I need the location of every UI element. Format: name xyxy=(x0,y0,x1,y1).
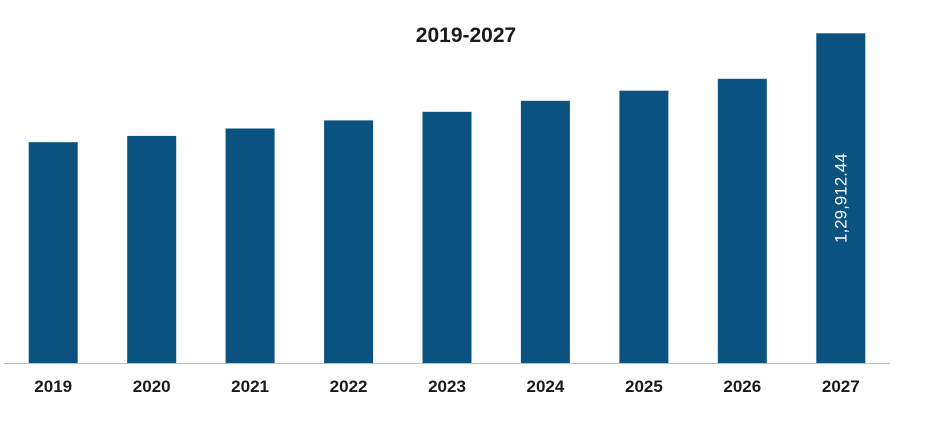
x-tick-label-2019: 2019 xyxy=(34,377,72,396)
x-tick-label-2023: 2023 xyxy=(428,377,466,396)
bar-2026 xyxy=(717,78,767,364)
chart-title: 2019-2027 xyxy=(416,24,516,47)
x-tick-label-2025: 2025 xyxy=(625,377,663,396)
x-axis-ticks-group: 2019 2020 2021 2022 2023 2024 2025 2026 2027 xyxy=(34,377,859,396)
x-tick-label-2024: 2024 xyxy=(526,377,564,396)
bar-2019 xyxy=(28,142,78,363)
x-tick-label-2027: 2027 xyxy=(822,377,860,396)
x-tick-label-2020: 2020 xyxy=(133,377,171,396)
bars-group xyxy=(28,33,866,364)
bar-2021 xyxy=(225,128,275,363)
x-tick-label-2022: 2022 xyxy=(330,377,368,396)
x-tick-label-2026: 2026 xyxy=(723,377,761,396)
bar-2024 xyxy=(520,100,570,364)
bar-2022 xyxy=(324,120,374,364)
bar-2027 xyxy=(816,33,866,364)
x-tick-label-2021: 2021 xyxy=(231,377,269,396)
bar-2023 xyxy=(422,111,472,364)
bar-2020 xyxy=(127,135,177,363)
data-labels-group: 1,29,912.44 xyxy=(831,153,850,243)
data-label-2027: 1,29,912.44 xyxy=(831,153,850,243)
bar-2025 xyxy=(619,90,669,363)
